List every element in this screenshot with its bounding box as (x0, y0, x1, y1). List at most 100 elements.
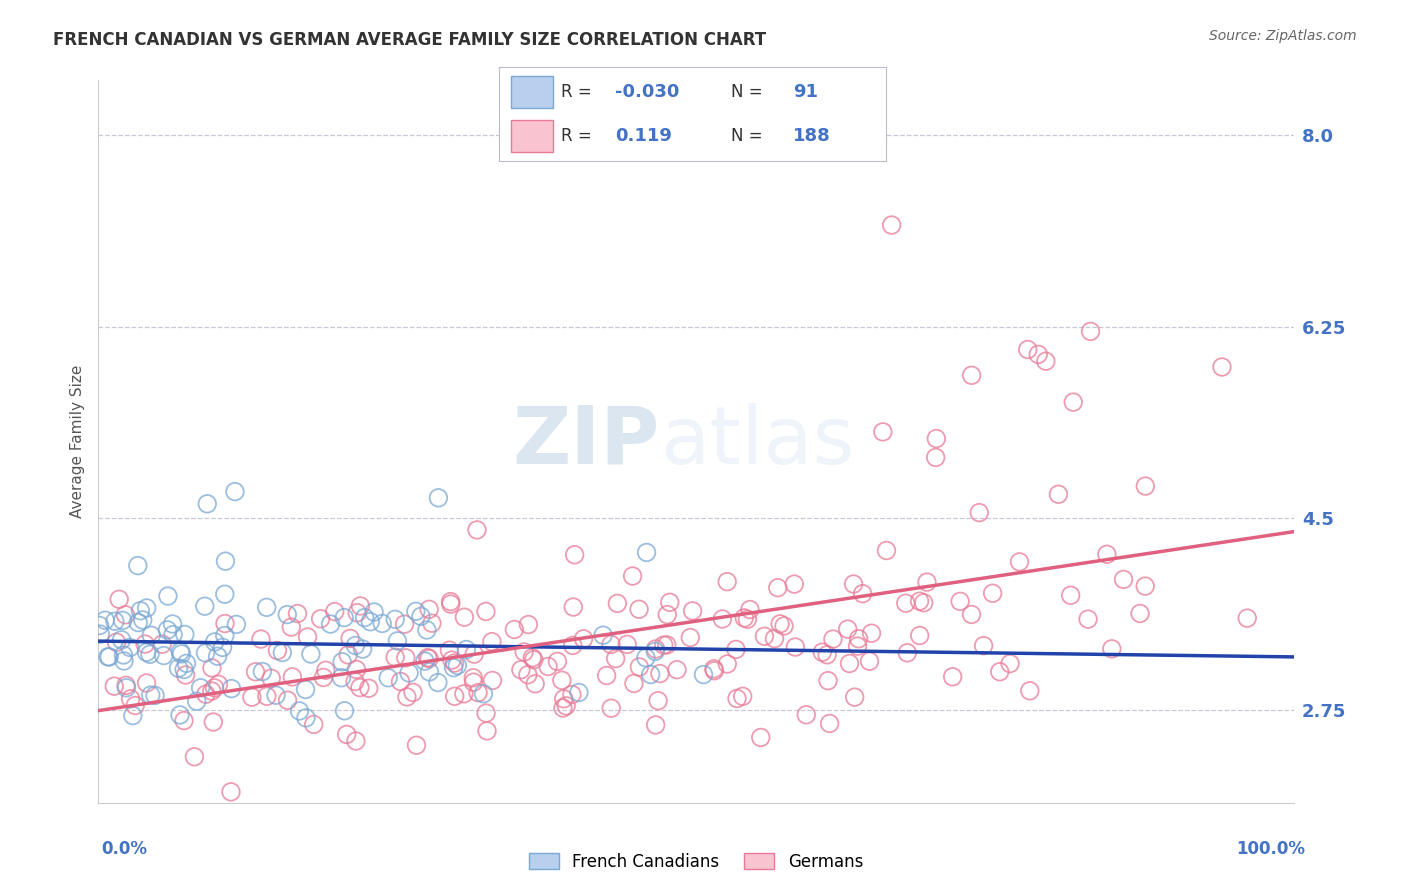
Text: 100.0%: 100.0% (1236, 840, 1305, 858)
Point (295, 711, 318, 725)
Point (658, 595, 681, 609)
Point (170, 647, 193, 661)
Point (111, 614, 134, 628)
Point (134, 637, 156, 651)
Point (1095, 547, 1118, 561)
Point (1129, 607, 1152, 621)
Point (315, 663, 337, 677)
Point (416, 650, 439, 665)
Point (463, 647, 485, 661)
Point (127, 558, 149, 573)
Point (214, 628, 236, 642)
Point (561, 639, 583, 653)
Point (190, 681, 212, 695)
Point (908, 628, 931, 642)
Point (453, 610, 475, 624)
Point (453, 687, 475, 701)
Point (446, 658, 468, 673)
Point (503, 623, 526, 637)
Point (443, 661, 465, 675)
Point (912, 596, 935, 610)
Point (89, 618, 111, 632)
Point (711, 612, 734, 626)
Point (960, 607, 983, 622)
FancyBboxPatch shape (510, 120, 554, 153)
Point (475, 706, 498, 720)
Point (394, 617, 416, 632)
Point (115, 681, 138, 695)
Point (1017, 343, 1039, 357)
Point (523, 653, 546, 667)
Point (344, 639, 367, 653)
Point (353, 610, 375, 624)
Point (167, 661, 190, 675)
Point (815, 648, 838, 662)
Point (572, 632, 595, 646)
Point (644, 644, 666, 658)
Point (104, 614, 127, 628)
Point (465, 523, 488, 537)
Point (173, 627, 195, 641)
Point (737, 612, 759, 626)
Point (201, 661, 224, 675)
Point (894, 596, 917, 610)
FancyBboxPatch shape (510, 77, 554, 108)
Point (139, 688, 162, 702)
Point (509, 663, 531, 677)
Point (785, 640, 807, 654)
Point (252, 665, 274, 679)
Point (309, 612, 332, 626)
Point (636, 545, 658, 559)
Point (657, 607, 679, 622)
Point (621, 569, 644, 583)
Point (143, 689, 166, 703)
Point (405, 738, 427, 752)
Point (339, 632, 361, 646)
Point (682, 604, 704, 618)
Point (1008, 555, 1031, 569)
Point (716, 657, 738, 671)
Point (352, 642, 374, 657)
Point (173, 663, 195, 677)
Text: 91: 91 (793, 83, 818, 101)
Point (811, 645, 834, 659)
Point (440, 653, 463, 667)
Legend: French Canadians, Germans: French Canadians, Germans (522, 847, 870, 878)
Point (169, 645, 191, 659)
Point (271, 646, 294, 660)
Point (260, 671, 283, 685)
Point (1018, 683, 1040, 698)
Point (562, 600, 585, 615)
Point (555, 698, 578, 713)
Point (644, 642, 666, 657)
Point (124, 698, 146, 713)
Point (156, 589, 179, 603)
Text: R =: R = (561, 128, 592, 145)
Point (754, 629, 776, 643)
Point (1035, 354, 1057, 368)
Text: R =: R = (561, 83, 592, 101)
Point (973, 639, 995, 653)
Point (173, 714, 195, 728)
Point (264, 688, 287, 702)
Point (467, 686, 489, 700)
Point (202, 714, 225, 729)
Point (395, 690, 418, 704)
Point (98, 649, 121, 664)
Point (967, 506, 990, 520)
Point (169, 707, 191, 722)
Point (118, 640, 141, 655)
Point (183, 749, 205, 764)
Point (302, 717, 325, 731)
Point (858, 654, 880, 668)
Text: -0.030: -0.030 (616, 83, 679, 101)
Point (600, 637, 623, 651)
Point (150, 637, 173, 651)
Point (647, 694, 669, 708)
Point (551, 701, 574, 715)
Point (346, 606, 368, 620)
Point (838, 657, 860, 671)
Point (330, 655, 353, 669)
Point (418, 602, 440, 616)
Point (174, 668, 197, 682)
